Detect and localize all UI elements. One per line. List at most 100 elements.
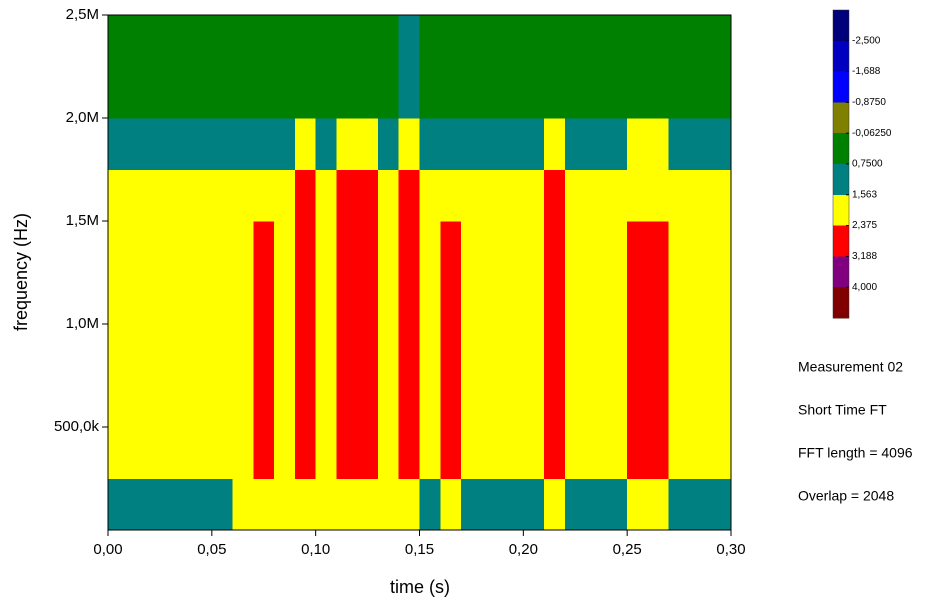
heatmap-cell xyxy=(481,169,504,222)
heatmap-cell xyxy=(461,66,483,119)
heatmap-cell xyxy=(128,15,151,67)
colorbar-label: 0,7500 xyxy=(852,159,883,170)
heatmap-cell xyxy=(419,15,441,67)
y-tick-label: 1,0M xyxy=(66,315,99,332)
heatmap-cell xyxy=(191,221,213,273)
heatmap-cell xyxy=(627,118,649,170)
heatmap-cell xyxy=(232,169,254,222)
heatmap-cell xyxy=(440,15,462,67)
heatmap-cell xyxy=(689,272,711,325)
heatmap-cell xyxy=(627,15,649,67)
heatmap-cell xyxy=(544,478,566,531)
heatmap-cell xyxy=(440,169,462,222)
heatmap-cell xyxy=(211,221,234,273)
colorbar-label: 4,000 xyxy=(852,282,877,293)
x-tick-label: 0,00 xyxy=(93,541,122,558)
heatmap-cell xyxy=(689,169,711,222)
x-tick-label: 0,15 xyxy=(405,541,434,558)
x-tick-label: 0,05 xyxy=(197,541,226,558)
heatmap-cell xyxy=(232,375,254,428)
heatmap-cell xyxy=(232,221,254,273)
heatmap-cell xyxy=(481,15,504,67)
y-tick-label: 2,5M xyxy=(66,6,99,23)
heatmap-cell xyxy=(689,118,711,170)
heatmap-cell xyxy=(627,221,649,273)
heatmap-cell xyxy=(294,66,317,119)
heatmap-cell xyxy=(274,66,296,119)
colorbar-label: -0,8750 xyxy=(852,97,886,108)
heatmap-cell xyxy=(606,324,628,376)
heatmap-cell xyxy=(627,272,649,325)
heatmap-cell xyxy=(108,375,130,428)
heatmap-cell xyxy=(440,272,462,325)
heatmap-cell xyxy=(357,375,379,428)
heatmap-cell xyxy=(544,427,566,479)
heatmap-cell xyxy=(481,272,504,325)
heatmap-cell xyxy=(544,15,566,67)
heatmap-cell xyxy=(647,427,670,479)
heatmap-cell xyxy=(502,66,524,119)
heatmap-cell xyxy=(523,272,545,325)
heatmap-cell xyxy=(585,272,607,325)
heatmap-cell xyxy=(315,118,337,170)
heatmap-cell xyxy=(377,169,400,222)
heatmap-cell xyxy=(336,427,358,479)
heatmap-cell xyxy=(710,169,732,222)
x-tick-label: 0,20 xyxy=(509,541,538,558)
y-tick-label: 500,0k xyxy=(54,418,100,435)
heatmap-cell xyxy=(502,272,524,325)
heatmap-cell xyxy=(274,15,296,67)
heatmap-cell xyxy=(398,221,420,273)
heatmap-cell xyxy=(294,324,317,376)
heatmap-cell xyxy=(128,375,151,428)
heatmap-cell xyxy=(461,221,483,273)
heatmap-cell xyxy=(170,375,192,428)
heatmap-cell xyxy=(336,272,358,325)
heatmap-cell xyxy=(191,66,213,119)
heatmap-cell xyxy=(253,118,275,170)
heatmap-cell xyxy=(710,66,732,119)
heatmap-cell xyxy=(294,169,317,222)
heatmap-cell xyxy=(461,324,483,376)
x-tick-label: 0,10 xyxy=(301,541,330,558)
heatmap-cell xyxy=(377,15,400,67)
heatmap-cell xyxy=(170,221,192,273)
heatmap-cell xyxy=(668,324,690,376)
colorbar-band xyxy=(833,164,849,196)
heatmap-cell xyxy=(564,375,587,428)
heatmap-cell xyxy=(647,324,670,376)
heatmap-cell xyxy=(274,427,296,479)
heatmap-cell xyxy=(523,221,545,273)
heatmap-cell xyxy=(564,427,587,479)
heatmap-cell xyxy=(502,478,524,531)
heatmap-cell xyxy=(585,375,607,428)
heatmap-cell xyxy=(523,118,545,170)
heatmap-cell xyxy=(336,324,358,376)
heatmap-cell xyxy=(440,478,462,531)
colorbar-band xyxy=(833,10,849,42)
heatmap-cell xyxy=(710,324,732,376)
heatmap-cell xyxy=(211,272,234,325)
heatmap-cell xyxy=(377,272,400,325)
heatmap-cell xyxy=(294,427,317,479)
heatmap-cell xyxy=(315,375,337,428)
heatmap-cell xyxy=(606,375,628,428)
heatmap-cell xyxy=(377,478,400,531)
heatmap-cell xyxy=(440,427,462,479)
heatmap-cell xyxy=(461,169,483,222)
heatmap-cell xyxy=(149,118,171,170)
heatmap-cell xyxy=(357,66,379,119)
heatmap-cell xyxy=(232,15,254,67)
heatmap-cell xyxy=(149,427,171,479)
heatmap-cell xyxy=(606,221,628,273)
heatmap-cell xyxy=(481,118,504,170)
heatmap-cell xyxy=(191,118,213,170)
heatmap-cell xyxy=(440,375,462,428)
heatmap-cell xyxy=(398,375,420,428)
heatmap-cell xyxy=(232,272,254,325)
heatmap-cell xyxy=(128,169,151,222)
y-tick-label: 2,0M xyxy=(66,109,99,126)
heatmap-cell xyxy=(544,118,566,170)
heatmap-cell xyxy=(461,375,483,428)
heatmap-cell xyxy=(274,169,296,222)
